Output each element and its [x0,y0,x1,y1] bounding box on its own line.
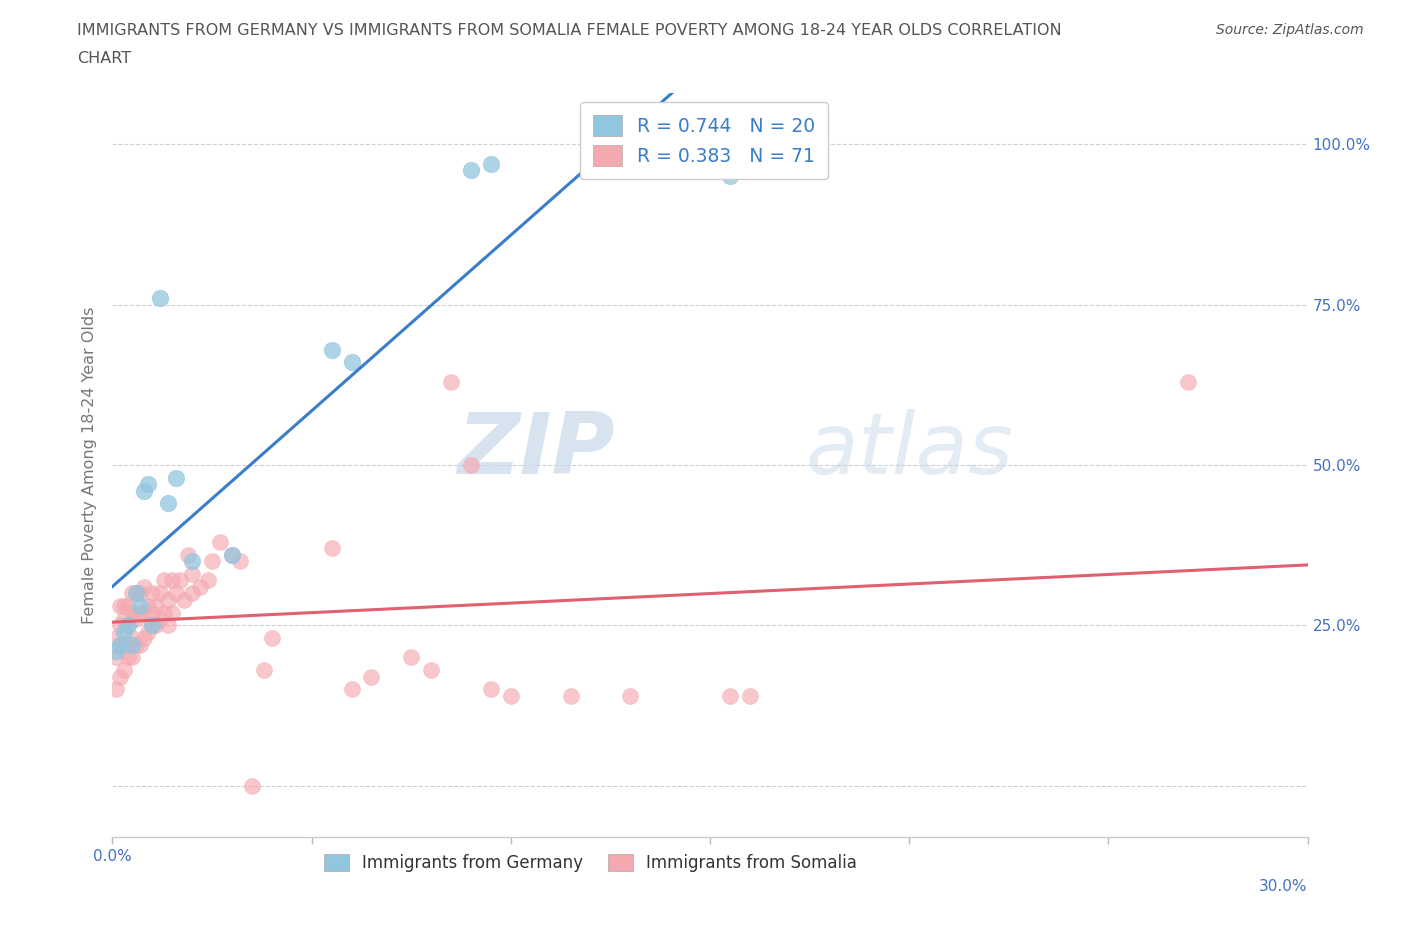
Point [738,688,761,703]
Text: 30.0%: 30.0% [1260,879,1308,894]
Point [162,605,183,620]
Point [153,605,176,620]
Point [321,342,343,357]
Point [117,618,139,632]
Point [718,688,741,703]
Point [149,291,172,306]
Point [153,573,176,588]
Point [134,579,156,594]
Text: ZIP: ZIP [457,408,614,492]
Point [162,573,183,588]
Point [121,631,143,645]
Point [121,650,143,665]
Point [105,631,128,645]
Point [188,579,211,594]
Point [110,618,132,632]
Point [340,682,363,697]
Point [110,637,132,652]
Point [253,663,276,678]
Point [165,586,187,601]
Y-axis label: Female Poverty Among 18-24 Year Olds: Female Poverty Among 18-24 Year Olds [82,306,97,624]
Point [229,553,252,568]
Point [114,612,135,627]
Point [129,599,152,614]
Point [105,644,128,658]
Point [125,586,148,601]
Point [117,618,139,632]
Point [157,592,180,607]
Text: CHART: CHART [77,51,131,66]
Point [125,612,148,627]
Point [138,477,160,492]
Point [221,548,243,563]
Point [479,156,502,171]
Point [260,631,283,645]
Point [149,586,172,601]
Point [619,688,641,703]
Point [125,586,148,601]
Point [165,471,187,485]
Point [560,688,582,703]
Point [105,682,128,697]
Point [110,599,132,614]
Point [141,605,163,620]
Point [157,496,180,511]
Point [181,553,204,568]
Point [181,566,204,581]
Point [114,624,135,639]
Point [129,586,152,601]
Point [401,650,423,665]
Point [138,599,160,614]
Point [138,624,160,639]
Text: IMMIGRANTS FROM GERMANY VS IMMIGRANTS FROM SOMALIA FEMALE POVERTY AMONG 18-24 YE: IMMIGRANTS FROM GERMANY VS IMMIGRANTS FR… [77,23,1062,38]
Point [114,637,135,652]
Point [321,541,343,556]
Point [129,637,152,652]
Point [157,618,180,632]
Text: Source: ZipAtlas.com: Source: ZipAtlas.com [1216,23,1364,37]
Point [169,573,191,588]
Point [440,374,463,389]
Point [221,548,243,563]
Point [360,670,382,684]
Point [460,163,482,178]
Point [141,586,163,601]
Point [340,355,363,370]
Text: atlas: atlas [806,408,1014,492]
Point [125,637,148,652]
Point [479,682,502,697]
Point [460,458,482,472]
Point [718,169,741,184]
Point [145,618,167,632]
Point [129,605,152,620]
Point [240,778,263,793]
Point [110,637,132,652]
Point [420,663,443,678]
Legend: Immigrants from Germany, Immigrants from Somalia: Immigrants from Germany, Immigrants from… [315,846,866,881]
Point [149,612,172,627]
Point [499,688,522,703]
Point [121,605,143,620]
Point [105,650,128,665]
Point [181,586,204,601]
Point [121,586,143,601]
Point [134,631,156,645]
Point [141,618,163,632]
Point [197,573,219,588]
Point [145,599,167,614]
Point [177,548,200,563]
Point [114,599,135,614]
Point [201,553,224,568]
Point [117,650,139,665]
Point [1177,374,1199,389]
Point [134,605,156,620]
Point [117,599,139,614]
Point [121,637,143,652]
Point [209,535,232,550]
Point [141,618,163,632]
Point [134,484,156,498]
Point [110,670,132,684]
Point [114,663,135,678]
Point [173,592,195,607]
